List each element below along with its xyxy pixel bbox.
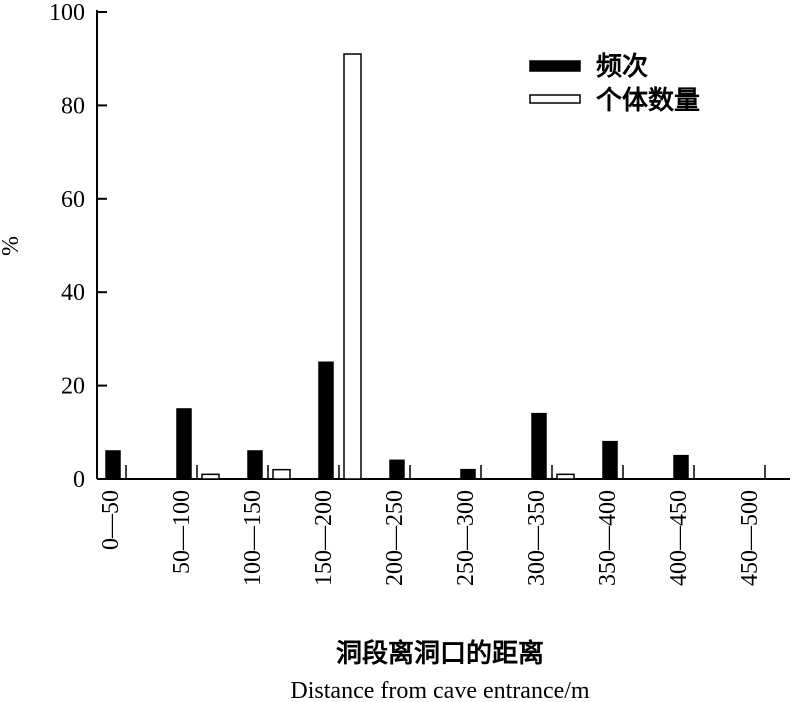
bar: [556, 473, 575, 480]
y-tick-label: 80: [61, 93, 85, 119]
x-tick-label: 50—100: [169, 490, 195, 574]
bar: [531, 412, 547, 480]
legend-label: 频次: [596, 52, 648, 81]
x-tick-label: 0—50: [98, 490, 124, 550]
x-tick-label: 200—250: [382, 490, 408, 586]
bar: [673, 454, 689, 480]
y-tick-label: 60: [61, 187, 85, 213]
bar: [602, 440, 618, 480]
x-tick-label: 400—450: [666, 490, 692, 586]
bar: [343, 53, 362, 480]
legend-swatch: [529, 60, 581, 72]
bar: [318, 361, 334, 480]
x-tick-label: 150—200: [311, 490, 337, 586]
legend-swatch: [529, 94, 581, 104]
x-tick-label: 100—150: [240, 490, 266, 586]
x-tick-label: 350—400: [595, 490, 621, 586]
bar: [176, 408, 192, 480]
legend-label: 个体数量: [596, 86, 700, 115]
y-tick-label: 0: [73, 467, 85, 493]
y-axis-label: %: [0, 236, 24, 256]
x-tick-label: 250—300: [453, 490, 479, 586]
y-tick-label: 40: [61, 280, 85, 306]
x-axis-label-en: Distance from cave entrance/m: [290, 678, 590, 702]
bar: [105, 450, 121, 480]
bar: [460, 468, 476, 480]
x-tick-label: 450—500: [737, 490, 763, 586]
bar: [272, 468, 291, 480]
y-tick-label: 100: [49, 0, 85, 26]
bar: [247, 450, 263, 480]
x-axis-label: 洞段离洞口的距离: [336, 638, 544, 668]
bar: [201, 473, 220, 480]
y-tick-label: 20: [61, 374, 85, 400]
bar: [389, 459, 405, 480]
x-tick-label: 300—350: [524, 490, 550, 586]
